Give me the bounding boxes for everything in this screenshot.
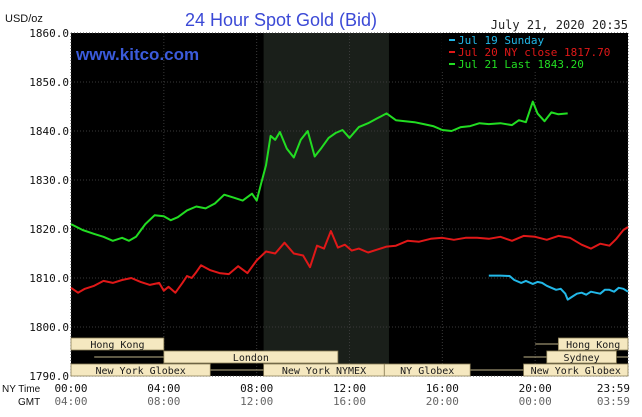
legend-background <box>442 33 628 71</box>
series-line-jul20 <box>70 226 629 294</box>
y-tick-label-6: 1850.0 <box>29 76 69 89</box>
x-tick-label-ny-5: 20:00 <box>519 382 552 395</box>
x-tick-label-ny-6: 23:59 <box>597 382 630 395</box>
legend: Jul 19 Sunday Jul 20 NY close 1817.70 Ju… <box>442 33 628 71</box>
x-tick-label-gmt-3: 16:00 <box>333 395 366 408</box>
y-tick-label-1: 1800.0 <box>29 321 69 334</box>
series-line-jul21 <box>70 100 568 242</box>
chart-title: 24 Hour Spot Gold (Bid) <box>185 10 377 30</box>
x-axis-gmt-name: GMT <box>18 397 40 408</box>
x-tick-label-gmt-4: 20:00 <box>426 395 459 408</box>
x-tick-label-gmt-0: 04:00 <box>54 395 87 408</box>
session-label-6: NY Globex <box>400 366 454 377</box>
x-axis: NY Time GMT 00:0004:0004:0008:0008:0012:… <box>2 382 630 408</box>
session-box-6 <box>383 363 471 377</box>
legend-label-jul19: Jul 19 Sunday <box>458 34 544 47</box>
market-sessions: Hong Kong Hong Kong London Sydney New York G… <box>70 337 629 377</box>
session-box-1 <box>557 337 629 351</box>
x-tick-label-gmt-2: 12:00 <box>240 395 273 408</box>
y-tick-label-2: 1810.0 <box>29 272 69 285</box>
y-tick-label-0: 1790.0 <box>29 370 69 383</box>
watermark: www.kitco.com <box>75 45 199 64</box>
session-label-2: London <box>233 353 269 364</box>
x-tick-label-gmt-5: 00:00 <box>519 395 552 408</box>
unit-label: USD/oz <box>5 13 43 25</box>
session-label-4: New York Globex <box>95 366 185 377</box>
session-label-0: Hong Kong <box>90 340 144 351</box>
x-tick-label-ny-4: 16:00 <box>426 382 459 395</box>
y-tick-label-3: 1820.0 <box>29 223 69 236</box>
x-tick-label-ny-3: 12:00 <box>333 382 366 395</box>
ny-session-highlight <box>263 33 389 376</box>
session-box-2 <box>163 350 339 364</box>
grid-lines <box>70 32 629 377</box>
legend-label-jul21: Jul 21 Last 1843.20 <box>458 58 584 71</box>
x-tick-label-gmt-6: 03:59 <box>597 395 630 408</box>
legend-label-jul20: Jul 20 NY close 1817.70 <box>458 46 610 59</box>
series-line-jul19 <box>488 274 629 301</box>
session-label-3: Sydney <box>564 353 600 364</box>
x-axis-ny-name: NY Time <box>2 384 41 395</box>
series-layer <box>70 100 629 301</box>
timestamp: July 21, 2020 20:35 <box>491 18 628 32</box>
y-tick-label-4: 1830.0 <box>29 174 69 187</box>
x-tick-label-ny-2: 08:00 <box>240 382 273 395</box>
x-tick-label-ny-1: 04:00 <box>147 382 180 395</box>
y-axis: 1790.0 1800.0 1810.0 1820.0 1830.0 1840.0 1850… <box>29 27 69 383</box>
session-box-0 <box>70 337 165 351</box>
session-label-5: New York NYMEX <box>282 366 366 377</box>
y-tick-label-5: 1840.0 <box>29 125 69 138</box>
y-tick-label-7: 1860.0 <box>29 27 69 40</box>
session-label-1: Hong Kong <box>566 340 620 351</box>
session-box-3 <box>546 350 617 364</box>
session-label-7: New York Globex <box>531 366 621 377</box>
x-tick-label-ny-0: 00:00 <box>54 382 87 395</box>
session-box-7 <box>523 363 629 377</box>
x-tick-label-gmt-1: 08:00 <box>147 395 180 408</box>
session-box-4 <box>70 363 211 377</box>
